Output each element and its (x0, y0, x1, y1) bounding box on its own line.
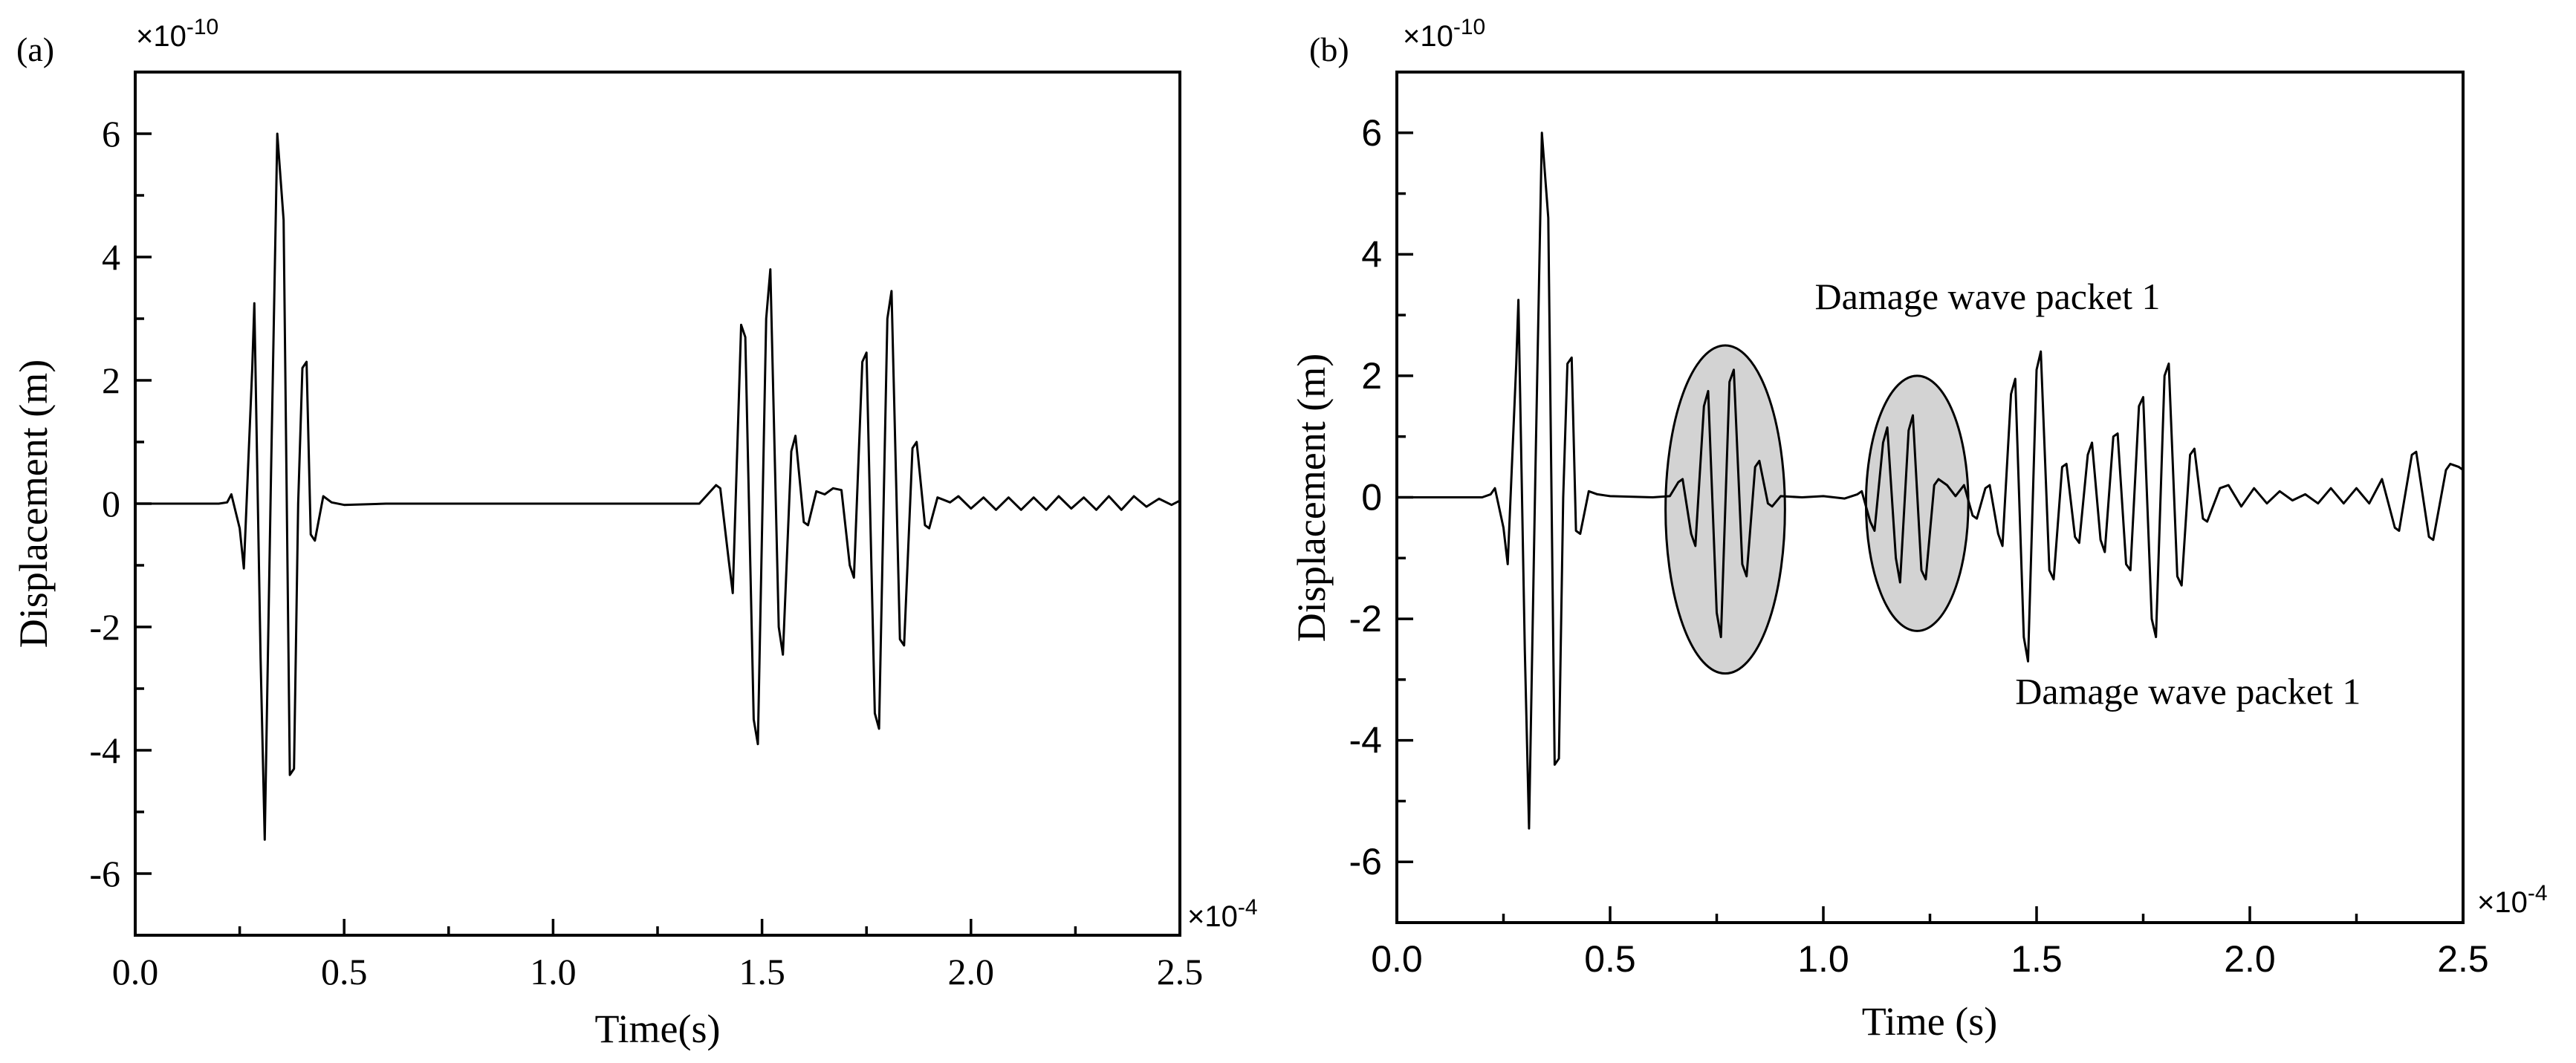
x-tick-label-a: 0.0 (112, 951, 159, 992)
x-tick-label-b: 1.0 (1797, 938, 1849, 980)
y-tick-label-b: 4 (1361, 233, 1382, 275)
displacement-trace-a (135, 132, 1181, 841)
x-multiplier-b: ×10-4 (2477, 881, 2548, 919)
x-tick-label-a: 0.5 (321, 951, 368, 992)
y-tick-label-b: -6 (1349, 841, 1382, 882)
y-tick-label-a: -2 (89, 606, 120, 648)
y-axis-label-a: Displacement (m) (11, 360, 56, 648)
x-tick-label-a: 1.5 (739, 951, 785, 992)
damage-packet-annotation: Damage wave packet 1 (2015, 671, 2361, 712)
annotations-b: Damage wave packet 1 Damage wave packet 1 (1815, 276, 2361, 712)
displacement-trace-b (1397, 131, 2464, 830)
y-tick-label-b: 6 (1361, 112, 1382, 154)
panel-a: (a) ×10-10 -6 -4 -2 0 2 4 6 0.0 0.5 1.0 1.5 2.0 2.5… (11, 15, 1258, 1051)
y-tick-labels-a: -6 -4 -2 0 2 4 6 (89, 113, 120, 894)
y-tick-label-a: 0 (102, 483, 120, 524)
x-tick-label-b: 0.0 (1371, 938, 1423, 980)
y-tick-label-a: -4 (89, 729, 120, 771)
x-tick-label-a: 2.5 (1157, 951, 1204, 992)
panel-label-a: (a) (16, 30, 54, 68)
damage-packet-annotation: Damage wave packet 1 (1815, 276, 2161, 317)
y-multiplier-a: ×10-10 (136, 15, 218, 53)
y-tick-label-b: 0 (1361, 477, 1382, 519)
y-tick-label-a: 4 (102, 236, 120, 278)
panel-label-b: (b) (1309, 30, 1349, 68)
x-tick-label-b: 0.5 (1584, 938, 1636, 980)
ticks-b (1395, 71, 2465, 924)
y-tick-label-a: -6 (89, 853, 120, 894)
panel-b: (b) ×10-10 -6 -4 -2 0 2 4 6 0.0 0.5 1.0 1.5 2.0 2.5… (1289, 15, 2548, 1044)
x-tick-label-b: 1.5 (2011, 938, 2063, 980)
x-multiplier-a: ×10-4 (1187, 895, 1258, 933)
x-tick-label-b: 2.5 (2437, 938, 2489, 980)
x-tick-label-a: 1.0 (530, 951, 577, 992)
x-tick-labels-a: 0.0 0.5 1.0 1.5 2.0 2.5 (112, 951, 1204, 992)
x-tick-label-b: 2.0 (2224, 938, 2276, 980)
y-tick-label-b: 2 (1361, 355, 1382, 397)
ticks-a (134, 71, 1181, 937)
damage-highlights-b (1664, 344, 1970, 675)
y-tick-label-b: -4 (1349, 720, 1382, 761)
y-axis-label-b: Displacement (m) (1289, 354, 1334, 642)
x-axis-label-b: Time (s) (1862, 999, 1998, 1044)
y-tick-label-b: -2 (1349, 598, 1382, 640)
y-tick-labels-b: -6 -4 -2 0 2 4 6 (1349, 112, 1382, 882)
y-tick-label-a: 2 (102, 360, 120, 401)
x-tick-label-a: 2.0 (948, 951, 995, 992)
y-tick-label-a: 6 (102, 113, 120, 155)
y-multiplier-b: ×10-10 (1403, 15, 1485, 53)
x-axis-label-a: Time(s) (594, 1007, 720, 1051)
x-tick-labels-b: 0.0 0.5 1.0 1.5 2.0 2.5 (1371, 938, 2489, 980)
